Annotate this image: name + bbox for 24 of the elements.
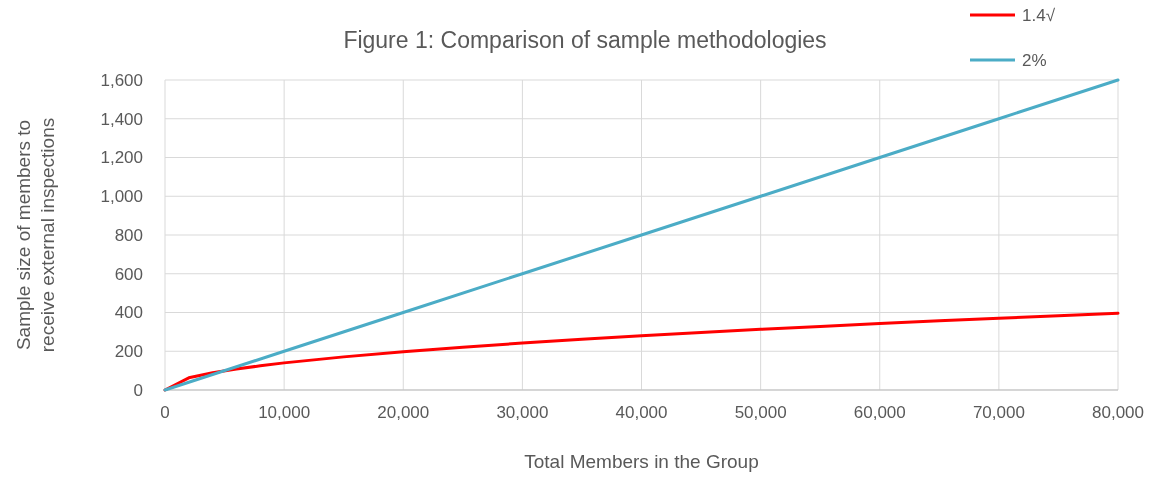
- x-tick-label: 30,000: [496, 403, 549, 422]
- y-tick-label: 1,400: [100, 109, 143, 129]
- y-tick-label: 200: [114, 342, 143, 362]
- x-tick-label: 20,000: [377, 403, 430, 422]
- y-tick-label: 600: [114, 264, 143, 284]
- y-tick-label: 1,600: [100, 70, 143, 90]
- y-tick-label: 800: [114, 225, 143, 245]
- legend-label: 2%: [1022, 50, 1047, 70]
- y-tick-label: 400: [114, 303, 143, 323]
- legend-label: 1.4√: [1022, 5, 1056, 25]
- y-tick-label: 0: [133, 380, 143, 400]
- x-tick-label: 10,000: [258, 403, 311, 422]
- x-tick-label: 70,000: [972, 403, 1025, 422]
- x-tick-label: 0: [160, 403, 170, 422]
- line-series: [163, 78, 1120, 392]
- x-tick-label: 80,000: [1092, 403, 1144, 422]
- x-tick-label: 60,000: [853, 403, 906, 422]
- y-tick-label: 1,000: [100, 187, 143, 207]
- y-axis-title: Sample size of members to receive external inspections: [13, 117, 58, 353]
- x-tick-label: 40,000: [615, 403, 668, 422]
- chart-title: Figure 1: Comparison of sample methodologies: [343, 27, 827, 53]
- y-tick-label: 1,200: [100, 148, 143, 168]
- x-tick-label: 50,000: [734, 403, 787, 422]
- x-axis-title: Total Members in the Group: [524, 451, 759, 472]
